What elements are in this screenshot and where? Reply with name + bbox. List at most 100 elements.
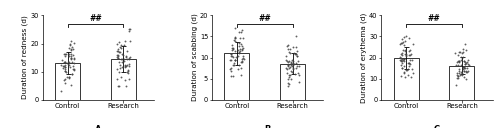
Point bbox=[462, 71, 470, 73]
Point bbox=[125, 63, 133, 65]
Point bbox=[122, 65, 130, 67]
Point bbox=[122, 50, 130, 52]
Point bbox=[114, 55, 122, 57]
Point bbox=[230, 39, 237, 41]
Point bbox=[464, 59, 472, 61]
Point bbox=[463, 61, 471, 63]
Point bbox=[114, 49, 122, 51]
Point bbox=[229, 63, 237, 66]
Point bbox=[68, 46, 76, 48]
Point bbox=[292, 46, 300, 48]
Point bbox=[120, 64, 128, 66]
Point bbox=[402, 53, 410, 55]
Point bbox=[407, 53, 415, 55]
Point bbox=[234, 55, 241, 57]
Point bbox=[454, 75, 462, 77]
Point bbox=[66, 76, 74, 78]
Point bbox=[401, 40, 409, 42]
Point bbox=[398, 59, 406, 61]
Point bbox=[239, 55, 247, 57]
Point bbox=[458, 74, 466, 76]
Point bbox=[114, 85, 122, 87]
Point bbox=[288, 62, 296, 65]
Point bbox=[60, 82, 68, 84]
Point bbox=[238, 45, 246, 47]
Point bbox=[118, 58, 126, 60]
Point bbox=[289, 61, 297, 63]
Point bbox=[288, 77, 296, 79]
Point bbox=[118, 58, 126, 60]
Point bbox=[462, 62, 470, 65]
Point bbox=[70, 42, 78, 44]
Text: A: A bbox=[95, 125, 102, 128]
Point bbox=[397, 64, 405, 66]
Point bbox=[64, 61, 72, 63]
Point bbox=[228, 47, 236, 49]
Bar bbox=[55, 63, 80, 100]
Point bbox=[292, 53, 300, 55]
Point bbox=[455, 51, 463, 53]
Point bbox=[238, 43, 246, 45]
Point bbox=[66, 57, 74, 59]
Point bbox=[124, 72, 132, 74]
Point bbox=[460, 60, 468, 62]
Point bbox=[292, 53, 300, 55]
Point bbox=[400, 53, 408, 55]
Point bbox=[408, 68, 416, 70]
Point bbox=[125, 65, 133, 67]
Point bbox=[284, 44, 292, 46]
Point bbox=[292, 67, 300, 70]
Point bbox=[57, 64, 65, 66]
Point bbox=[396, 56, 404, 58]
Point bbox=[228, 55, 236, 57]
Point bbox=[68, 73, 76, 75]
Point bbox=[125, 58, 133, 60]
Point bbox=[68, 68, 76, 70]
Point bbox=[402, 55, 409, 57]
Point bbox=[234, 52, 242, 54]
Point bbox=[452, 61, 460, 63]
Point bbox=[282, 55, 290, 57]
Point bbox=[69, 65, 77, 67]
Point bbox=[67, 84, 75, 86]
Point bbox=[65, 76, 73, 78]
Point bbox=[122, 85, 130, 87]
Point bbox=[396, 59, 404, 61]
Point bbox=[240, 58, 248, 60]
Point bbox=[397, 53, 405, 55]
Point bbox=[456, 51, 464, 53]
Point bbox=[294, 72, 302, 74]
Point bbox=[462, 49, 470, 51]
Point bbox=[457, 64, 465, 66]
Point bbox=[121, 79, 129, 81]
Point bbox=[116, 51, 124, 53]
Point bbox=[227, 58, 235, 61]
Point bbox=[405, 50, 413, 52]
Point bbox=[460, 76, 468, 78]
Point bbox=[398, 41, 406, 44]
Point bbox=[230, 62, 238, 64]
Point bbox=[239, 37, 247, 39]
Point bbox=[295, 65, 303, 67]
Point bbox=[66, 47, 74, 49]
Point bbox=[231, 59, 239, 61]
Point bbox=[460, 67, 468, 69]
Point bbox=[60, 55, 68, 57]
Point bbox=[116, 51, 124, 53]
Point bbox=[123, 64, 131, 66]
Point bbox=[456, 72, 464, 74]
Point bbox=[228, 55, 235, 57]
Point bbox=[458, 66, 466, 68]
Point bbox=[284, 84, 292, 87]
Point bbox=[114, 56, 122, 58]
Point bbox=[400, 49, 407, 51]
Point bbox=[286, 52, 294, 54]
Point bbox=[462, 70, 470, 72]
Point bbox=[230, 58, 238, 61]
Point bbox=[284, 76, 292, 78]
Point bbox=[114, 57, 122, 59]
Point bbox=[295, 74, 303, 76]
Point bbox=[226, 59, 234, 61]
Point bbox=[406, 63, 414, 65]
Point bbox=[236, 37, 244, 39]
